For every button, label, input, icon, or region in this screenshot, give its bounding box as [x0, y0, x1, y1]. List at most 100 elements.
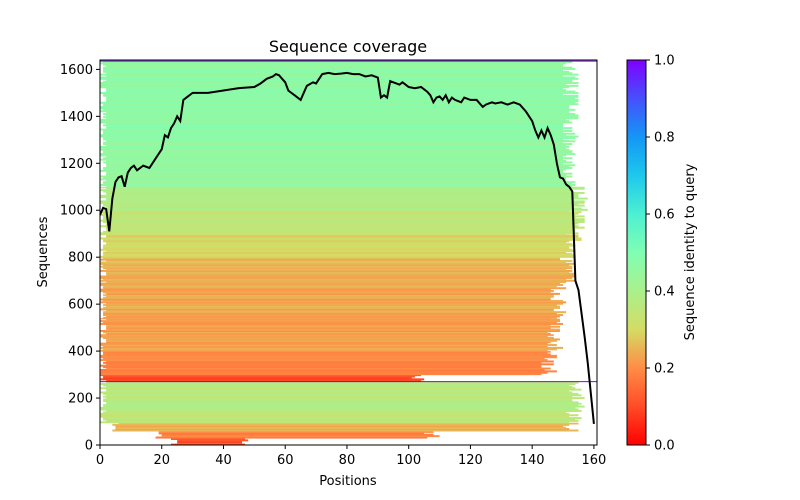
- coverage-row: [103, 104, 570, 107]
- coverage-row: [100, 135, 579, 138]
- coverage-band: [100, 409, 582, 424]
- coverage-row: [103, 351, 551, 353]
- coverage-row: [106, 226, 585, 229]
- x-tick-label: 0: [96, 453, 104, 468]
- coverage-row: [106, 328, 560, 331]
- coverage-row: [100, 189, 573, 192]
- coverage-row: [103, 252, 573, 255]
- coverage-row: [106, 318, 560, 321]
- coverage-row: [106, 419, 579, 422]
- coverage-row: [103, 137, 576, 140]
- coverage-row: [103, 108, 576, 111]
- coverage-row: [100, 344, 557, 347]
- coverage-row: [103, 267, 573, 270]
- coverage-row: [106, 114, 579, 117]
- x-tick-label: 20: [153, 453, 170, 468]
- coverage-band: [155, 430, 440, 439]
- coverage-row: [100, 373, 542, 376]
- coverage-row: [106, 197, 588, 200]
- coverage-row: [103, 418, 576, 421]
- coverage-row: [100, 275, 576, 278]
- coverage-row: [106, 140, 576, 143]
- coverage-row: [103, 353, 551, 356]
- y-tick-label: 1200: [60, 157, 93, 172]
- coverage-row: [106, 394, 582, 397]
- coverage-row: [103, 66, 573, 69]
- coverage-row: [106, 127, 573, 130]
- coverage-row: [106, 100, 579, 103]
- coverage-row: [103, 63, 564, 66]
- coverage-row: [100, 194, 579, 197]
- colorbar-tick-label: 0.2: [654, 362, 675, 377]
- coverage-row: [100, 154, 567, 157]
- coverage-row: [103, 287, 567, 290]
- coverage-row: [106, 171, 564, 174]
- coverage-row: [106, 315, 560, 318]
- coverage-row: [103, 294, 554, 297]
- coverage-row: [100, 269, 573, 272]
- coverage-row: [100, 175, 573, 178]
- coverage-row: [103, 94, 579, 97]
- coverage-row: [103, 129, 573, 132]
- coverage-row: [100, 255, 576, 258]
- coverage-row: [103, 212, 579, 215]
- coverage-row: [100, 320, 560, 323]
- coverage-row: [100, 258, 560, 261]
- coverage-row: [106, 292, 560, 295]
- coverage-row: [100, 148, 570, 151]
- coverage-bands: [100, 60, 588, 445]
- coverage-row: [161, 435, 440, 438]
- y-tick-label: 1400: [60, 110, 93, 125]
- coverage-row: [100, 301, 567, 304]
- coverage-band: [100, 351, 557, 376]
- coverage-row: [106, 271, 570, 274]
- coverage-row: [100, 120, 570, 123]
- coverage-row: [103, 69, 564, 72]
- coverage-row: [100, 196, 579, 199]
- coverage-row: [106, 295, 554, 298]
- coverage-row: [106, 388, 582, 391]
- coverage-row: [106, 381, 579, 384]
- coverage-row: [100, 158, 564, 161]
- x-tick-label: 120: [458, 453, 483, 468]
- coverage-row: [103, 182, 573, 185]
- coverage-row: [103, 304, 557, 307]
- coverage-row: [106, 87, 564, 90]
- coverage-band: [100, 318, 564, 352]
- coverage-band: [171, 437, 249, 445]
- coverage-row: [100, 408, 579, 411]
- coverage-row: [103, 247, 570, 250]
- coverage-row: [106, 402, 582, 405]
- coverage-row: [100, 412, 570, 415]
- coverage-band: [100, 381, 585, 411]
- coverage-row: [100, 282, 560, 285]
- coverage-row: [100, 359, 548, 362]
- coverage-row: [100, 201, 585, 204]
- x-tick-label: 80: [339, 453, 356, 468]
- coverage-row: [103, 297, 551, 300]
- coverage-row: [115, 425, 564, 428]
- coverage-row: [100, 183, 576, 186]
- coverage-line: [100, 71, 595, 424]
- coverage-row: [103, 321, 557, 324]
- coverage-band: [100, 285, 567, 319]
- coverage-row: [103, 161, 573, 164]
- coverage-row: [106, 309, 554, 312]
- coverage-row: [106, 172, 573, 175]
- coverage-row: [100, 233, 567, 236]
- coverage-row: [103, 190, 573, 193]
- coverage-row: [106, 324, 551, 327]
- coverage-row: [103, 399, 573, 402]
- coverage-row: [106, 122, 564, 125]
- coverage-row: [106, 243, 573, 246]
- coverage-row: [106, 401, 579, 404]
- coverage-row: [103, 264, 570, 267]
- coverage-row: [106, 191, 585, 194]
- coverage-row: [103, 131, 564, 134]
- coverage-row: [106, 385, 573, 388]
- coverage-row: [100, 421, 570, 424]
- coverage-row: [155, 436, 428, 439]
- coverage-row: [100, 169, 564, 172]
- coverage-row: [106, 179, 567, 182]
- x-tick-label: 40: [215, 453, 232, 468]
